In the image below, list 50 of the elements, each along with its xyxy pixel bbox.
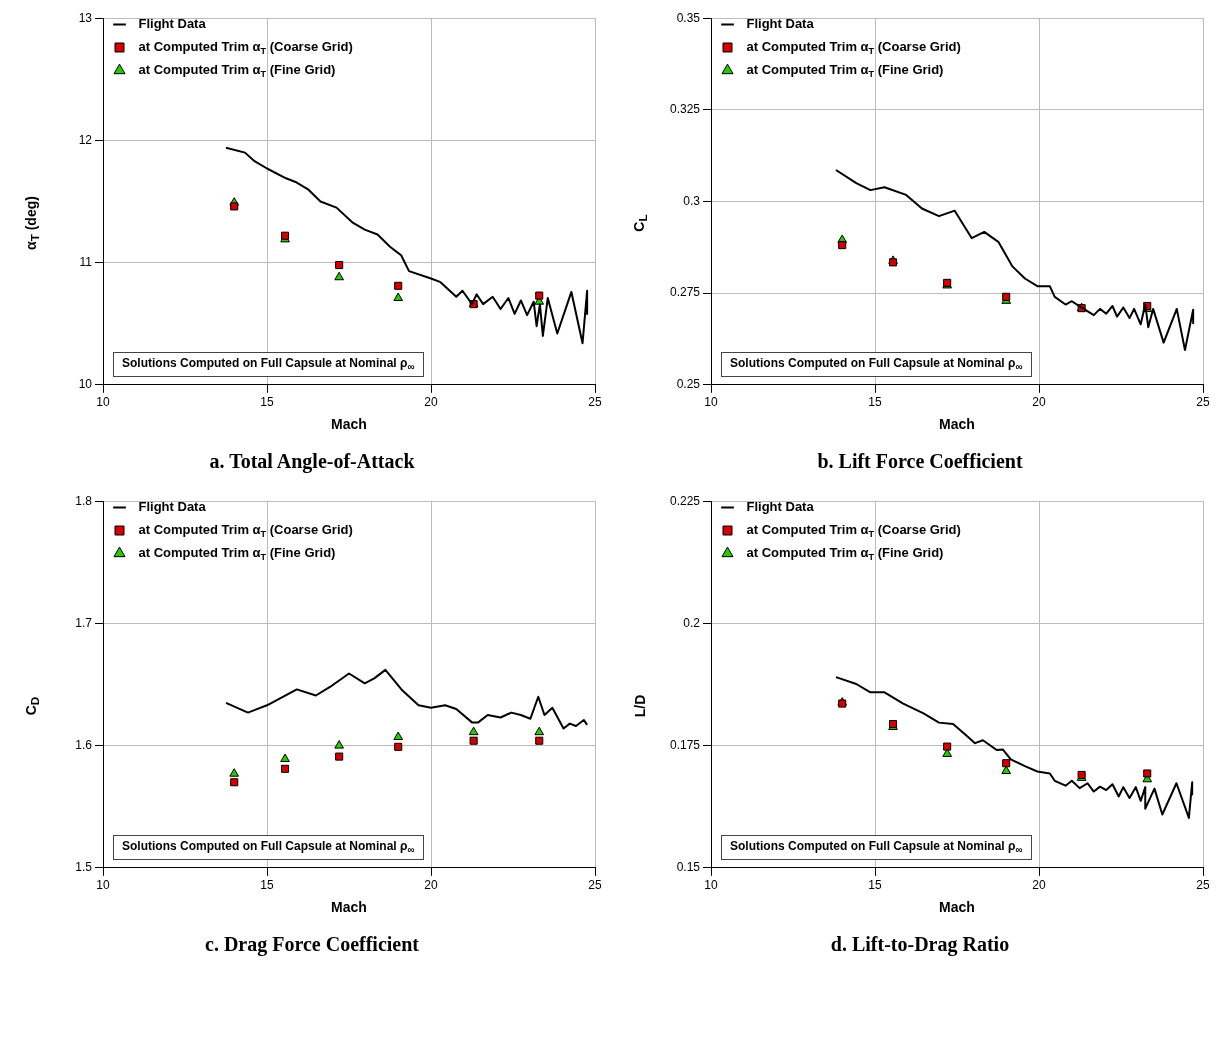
x-tick-label: 15 [868,395,882,410]
y-tick-label: 10 [78,377,93,392]
x-tick-label: 15 [260,395,274,410]
x-tick-label: 20 [424,395,438,410]
y-tick-label: 1.6 [75,737,93,752]
y-tick-label: 13 [78,10,93,25]
y-tick-label: 0.225 [669,493,701,508]
legend-label: Flight Data [138,16,207,32]
annotation: Solutions Computed on Full Capsule at Nominal ρ$_{∞}$ [721,835,1032,860]
y-tick-label: 0.2 [683,615,701,630]
x-tick-label: 25 [588,395,602,410]
x-tick-label: 10 [96,395,110,410]
text: b. Lift Force Coefficient [817,450,1023,473]
y-tick-label: 12 [78,132,93,147]
annotation: Solutions Computed on Full Capsule at Nominal ρ$_{∞}$ [113,352,424,377]
annotation: Solutions Computed on Full Capsule at Nominal ρ$_{∞}$ [113,835,424,860]
y-axis-title: L/D [632,694,648,718]
y-tick-label: 11 [79,254,93,269]
x-tick-label: 20 [1032,878,1046,893]
legend-label: Flight Data [138,499,207,515]
y-tick-label: 0.3 [683,193,701,208]
x-tick-label: 20 [1032,395,1046,410]
x-tick-label: 20 [424,878,438,893]
y-tick-label: 0.15 [676,860,701,875]
y-tick-label: 0.25 [676,377,701,392]
x-axis-title: Mach [939,899,975,916]
y-tick-label: 1.8 [75,493,93,508]
x-tick-label: 15 [260,878,274,893]
x-axis-title: Mach [331,899,367,916]
annotation: Solutions Computed on Full Capsule at Nominal ρ$_{∞}$ [721,352,1032,377]
text: c. Drag Force Coefficient [205,933,419,956]
legend-label: Flight Data [746,499,815,515]
y-tick-label: 0.325 [669,102,701,117]
x-axis-title: Mach [331,416,367,433]
x-tick-label: 10 [704,878,718,893]
text: d. Lift-to-Drag Ratio [830,933,1010,956]
legend-label: Flight Data [746,16,815,32]
text: a. Total Angle-of-Attack [209,450,415,473]
x-tick-label: 25 [588,878,602,893]
y-tick-label: 0.175 [669,737,701,752]
y-tick-label: 1.7 [75,615,93,630]
x-tick-label: 25 [1196,878,1210,893]
y-tick-label: 0.275 [669,285,701,300]
x-tick-label: 10 [96,878,110,893]
x-tick-label: 10 [704,395,718,410]
y-tick-label: 1.5 [75,860,93,875]
x-tick-label: 15 [868,878,882,893]
x-tick-label: 25 [1196,395,1210,410]
y-tick-label: 0.35 [676,10,701,25]
x-axis-title: Mach [939,416,975,433]
